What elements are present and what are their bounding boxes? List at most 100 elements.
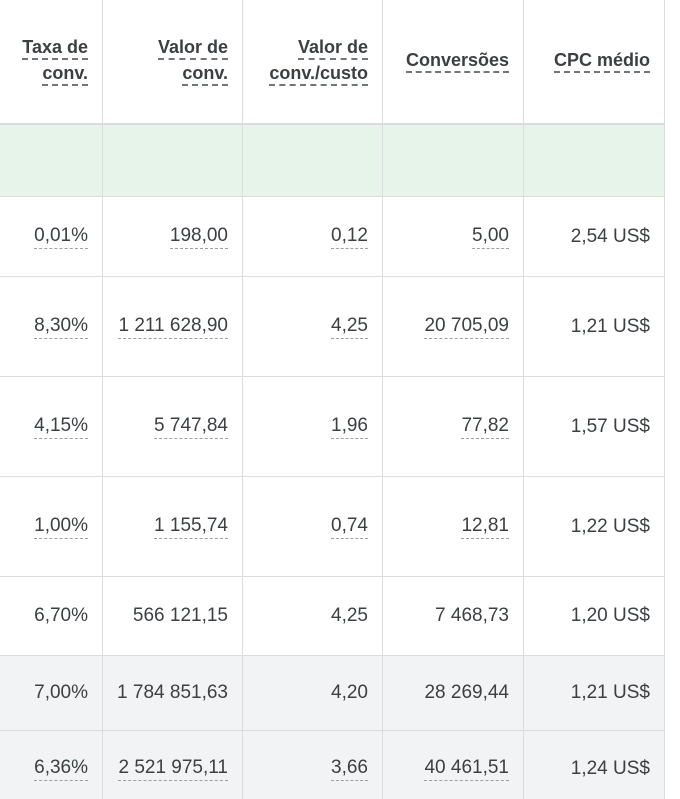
- table-cell: 5,00: [383, 197, 524, 276]
- cell-value: 1,21 US$: [570, 682, 650, 703]
- cell-value: 1,22 US$: [570, 515, 650, 537]
- table-cell: 1 211 628,90: [103, 277, 243, 376]
- table-right-edge: [665, 0, 680, 799]
- cell-value: 1,24 US$: [570, 757, 650, 779]
- column-header-conv-value-per-cost[interactable]: Valor de conv./custo: [243, 0, 383, 123]
- table-cell: 1,96: [243, 377, 383, 476]
- cell-value[interactable]: 77,82: [461, 415, 509, 439]
- cell-value[interactable]: 0,74: [331, 515, 368, 539]
- report-table: Taxa de conv. Valor de conv. Valor de co…: [0, 0, 665, 799]
- cell-value[interactable]: 1 211 628,90: [118, 315, 228, 339]
- table-cell: 28 269,44: [383, 656, 524, 730]
- table-cell: 1,57 US$: [524, 377, 665, 476]
- table-cell: 7,00%: [0, 656, 103, 730]
- table-cell: 6,70%: [0, 577, 103, 655]
- table-cell: 2,54 US$: [524, 197, 665, 276]
- table-cell: 1,21 US$: [524, 656, 665, 730]
- cell-value[interactable]: 5,00: [472, 225, 509, 249]
- cell-value[interactable]: 0,01%: [34, 225, 88, 249]
- cell-value[interactable]: 6,36%: [34, 757, 88, 781]
- cell-value: 7 468,73: [435, 605, 509, 626]
- cell-value: 1 784 851,63: [117, 682, 228, 703]
- table-header-row: Taxa de conv. Valor de conv. Valor de co…: [0, 0, 665, 125]
- cell-value: 4,25: [331, 605, 368, 626]
- table-cell: 77,82: [383, 377, 524, 476]
- cell-value: 7,00%: [34, 682, 88, 703]
- cell-value[interactable]: 3,66: [331, 757, 368, 781]
- table-cell: 4,25: [243, 577, 383, 655]
- table-cell: 1 155,74: [103, 477, 243, 576]
- column-header-line: Valor de: [157, 36, 228, 60]
- table-cell: [103, 125, 243, 196]
- table-row: 0,01% 198,00 0,12 5,00 2,54 US$: [0, 197, 665, 277]
- table-cell: [524, 125, 665, 196]
- column-header-line: conv.: [182, 62, 228, 86]
- table-cell: 1,20 US$: [524, 577, 665, 655]
- column-header-line: Valor de: [297, 36, 368, 60]
- table-cell: [243, 125, 383, 196]
- table-cell: [0, 125, 103, 196]
- column-header-line: conv.: [42, 62, 88, 86]
- cell-value: 1,21 US$: [570, 315, 650, 337]
- table-cell: 40 461,51: [383, 731, 524, 799]
- table-cell: [383, 125, 524, 196]
- table-row: 1,00% 1 155,74 0,74 12,81 1,22 US$: [0, 477, 665, 577]
- table-cell: 0,12: [243, 197, 383, 276]
- column-header-conv-rate[interactable]: Taxa de conv.: [0, 0, 103, 123]
- cell-value[interactable]: 40 461,51: [424, 757, 509, 781]
- cell-value[interactable]: 12,81: [461, 515, 509, 539]
- table-row: 4,15% 5 747,84 1,96 77,82 1,57 US$: [0, 377, 665, 477]
- table-cell: 5 747,84: [103, 377, 243, 476]
- table-cell: 4,25: [243, 277, 383, 376]
- table-cell: 20 705,09: [383, 277, 524, 376]
- table-cell: 8,30%: [0, 277, 103, 376]
- cell-value[interactable]: 198,00: [169, 225, 228, 249]
- cell-value: 28 269,44: [424, 682, 509, 703]
- table-cell: 1,21 US$: [524, 277, 665, 376]
- column-header-conv-value[interactable]: Valor de conv.: [103, 0, 243, 123]
- cell-value[interactable]: 5 747,84: [154, 415, 228, 439]
- cell-value: 6,70%: [34, 605, 88, 626]
- table-cell: 0,01%: [0, 197, 103, 276]
- cell-value: 566 121,15: [132, 605, 228, 626]
- cell-value[interactable]: 4,15%: [34, 415, 88, 439]
- table-summary-row: 7,00% 1 784 851,63 4,20 28 269,44 1,21 U…: [0, 656, 665, 731]
- cell-value[interactable]: 8,30%: [34, 315, 88, 339]
- cell-value: 1,20 US$: [570, 605, 650, 626]
- table-cell: 4,20: [243, 656, 383, 730]
- cell-value[interactable]: 1,96: [331, 415, 368, 439]
- table-cell: 1,00%: [0, 477, 103, 576]
- column-header-line: Conversões: [405, 49, 509, 73]
- table-cell: 7 468,73: [383, 577, 524, 655]
- table-summary-row: 6,36% 2 521 975,11 3,66 40 461,51 1,24 U…: [0, 731, 665, 799]
- table-row: 8,30% 1 211 628,90 4,25 20 705,09 1,21 U…: [0, 277, 665, 377]
- column-header-line: Taxa de: [22, 36, 88, 60]
- cell-value[interactable]: 0,12: [331, 225, 368, 249]
- cell-value[interactable]: 2 521 975,11: [118, 757, 228, 781]
- table-cell: 6,36%: [0, 731, 103, 799]
- table-cell: 198,00: [103, 197, 243, 276]
- table-cell: 1 784 851,63: [103, 656, 243, 730]
- table-cell: 566 121,15: [103, 577, 243, 655]
- cell-value[interactable]: 4,25: [331, 315, 368, 339]
- cell-value: 4,20: [331, 682, 368, 703]
- table-cell: 1,22 US$: [524, 477, 665, 576]
- table-cell: 2 521 975,11: [103, 731, 243, 799]
- column-header-line: CPC médio: [553, 49, 650, 73]
- table-cell: 1,24 US$: [524, 731, 665, 799]
- column-header-conversions[interactable]: Conversões: [383, 0, 524, 123]
- cell-value: 2,54 US$: [570, 225, 650, 247]
- table-cell: 0,74: [243, 477, 383, 576]
- table-total-row: [0, 125, 665, 197]
- column-header-avg-cpc[interactable]: CPC médio: [524, 0, 665, 123]
- cell-value[interactable]: 1 155,74: [154, 515, 228, 539]
- table-cell: 12,81: [383, 477, 524, 576]
- cell-value[interactable]: 1,00%: [34, 515, 88, 539]
- cell-value: 1,57 US$: [570, 415, 650, 437]
- column-header-line: conv./custo: [269, 62, 368, 86]
- table-cell: 4,15%: [0, 377, 103, 476]
- table-cell: 3,66: [243, 731, 383, 799]
- cell-value[interactable]: 20 705,09: [424, 315, 509, 339]
- table-row: 6,70% 566 121,15 4,25 7 468,73 1,20 US$: [0, 577, 665, 656]
